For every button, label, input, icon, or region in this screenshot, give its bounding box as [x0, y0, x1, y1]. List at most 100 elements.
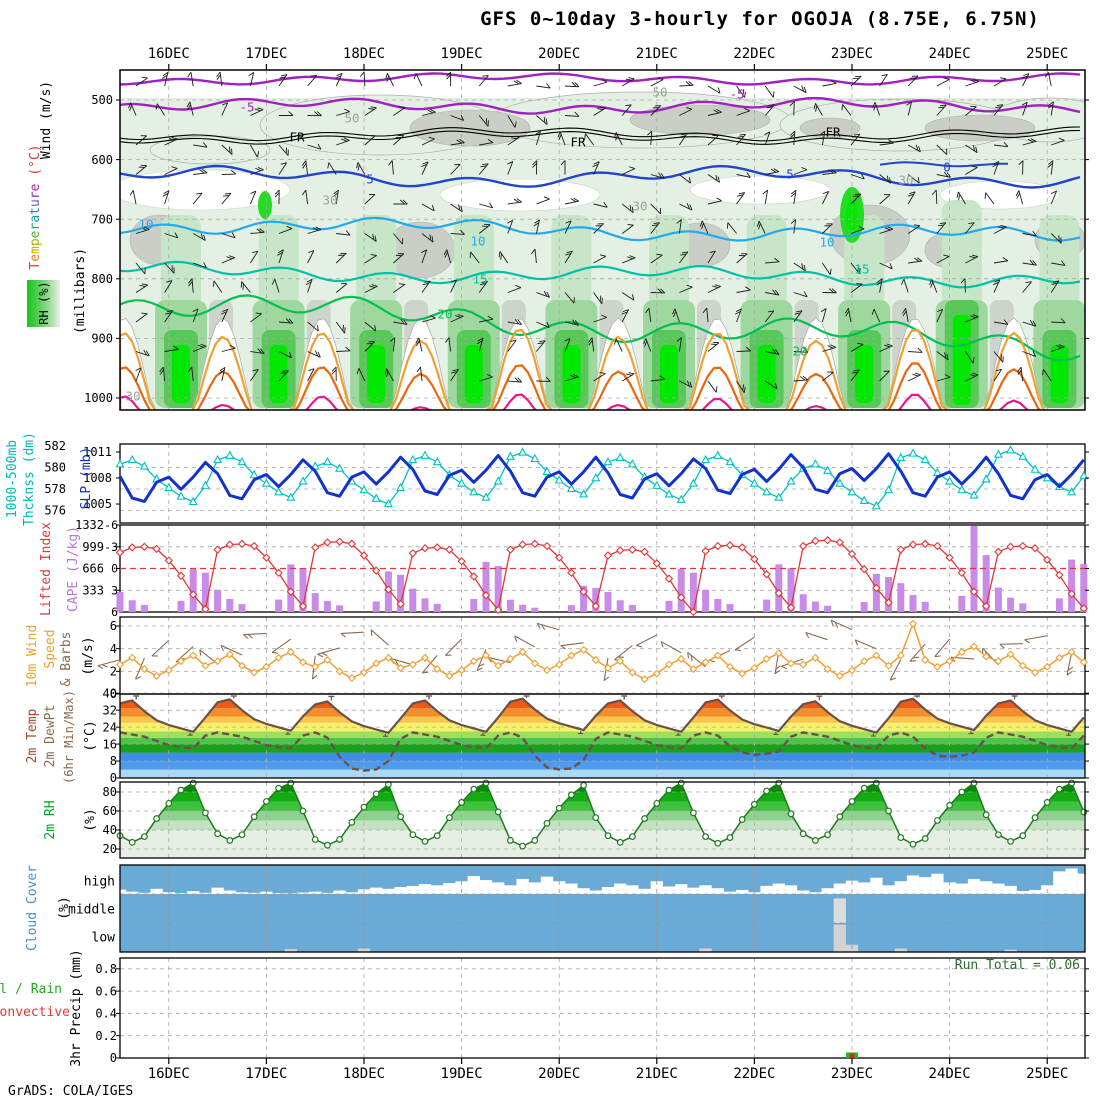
- wind-barb-tick: [887, 226, 894, 230]
- wind-barb: [507, 83, 522, 87]
- wind-barb-tick: [658, 172, 662, 178]
- wind-barb-tick: [444, 252, 448, 258]
- wind-barb-tick: [570, 374, 576, 379]
- cloud-high-bar: [1028, 889, 1042, 894]
- cloud-high-bar: [601, 887, 615, 894]
- cloud-high-bar: [845, 880, 859, 894]
- wind-barb-tick: [259, 228, 265, 233]
- li-marker: [262, 553, 271, 562]
- cloud-high-bar: [711, 888, 724, 894]
- wind-barb-tick: [657, 77, 664, 80]
- lifted-index-line: [119, 539, 1085, 614]
- wind-barb-tick: [162, 74, 168, 79]
- wind-barb: [993, 161, 1000, 175]
- rh-marker: [336, 836, 344, 843]
- cape-bar: [397, 574, 405, 612]
- cape-bar: [994, 587, 1002, 612]
- wind-barb: [564, 376, 579, 382]
- cloud-high-bar: [345, 892, 358, 894]
- li-marker: [335, 537, 344, 546]
- wind-barb-tick: [659, 375, 665, 380]
- wind-barb-tick: [256, 228, 262, 233]
- tick-label: 900: [91, 332, 113, 346]
- wind-barb-tick: [831, 288, 837, 294]
- wind-barb-tick: [254, 108, 261, 112]
- axis-label-2m-temp: 2m Temp: [25, 708, 40, 764]
- tick-label: 0: [111, 562, 118, 576]
- wind-barb: [564, 292, 575, 304]
- wind-barb: [307, 368, 315, 382]
- li-marker: [591, 602, 600, 611]
- wind-barb: [307, 144, 322, 150]
- wind-barb: [450, 142, 465, 146]
- cape-bar: [1019, 603, 1027, 612]
- temp-band: [120, 769, 1085, 778]
- wind-barb-tick: [937, 308, 943, 313]
- wind-barb-tick: [384, 368, 388, 375]
- rh-marker: [665, 786, 673, 794]
- li-marker: [1079, 604, 1088, 613]
- wind-barb: [479, 376, 493, 382]
- wind-barb-tick: [937, 224, 945, 227]
- wind-barb: [364, 233, 377, 242]
- wind-barb-tick: [643, 338, 647, 345]
- wind-barb-tick: [852, 135, 859, 138]
- rh-marker: [201, 809, 209, 817]
- wind-barb-tick: [629, 255, 636, 259]
- li-marker: [811, 536, 820, 546]
- rh-marker: [653, 799, 661, 807]
- wind-barb: [593, 161, 600, 175]
- wind-speed-marker: [726, 662, 734, 671]
- cape-bar: [470, 598, 478, 612]
- thickness-marker: [884, 484, 894, 494]
- wind-barb-tick: [546, 291, 550, 298]
- cape-bar: [140, 604, 148, 612]
- wind-barb-tick: [230, 169, 237, 175]
- wind-barb-tick: [681, 251, 688, 254]
- wind-barb-tick: [854, 639, 859, 646]
- wind-speed-marker: [762, 654, 771, 663]
- wind-barb-tick: [560, 160, 566, 166]
- rh-marker: [1019, 832, 1027, 840]
- wind-barb-tick: [192, 308, 199, 313]
- cape-bar: [909, 595, 917, 612]
- tick-label: 0: [110, 771, 117, 785]
- wind-barb: [249, 190, 257, 205]
- wind-barb: [965, 316, 979, 323]
- wind-barb: [192, 233, 206, 241]
- wind-barb: [764, 131, 771, 146]
- wind-speed-marker: [1006, 650, 1015, 659]
- wind-barb: [679, 133, 688, 146]
- wind-barb: [764, 190, 769, 205]
- wind-barb: [250, 109, 264, 116]
- thickness-marker: [993, 449, 1003, 458]
- li-marker: [274, 568, 283, 578]
- contour-line: [120, 126, 1081, 142]
- wind-barb-tick: [992, 281, 999, 286]
- chart-shape: [660, 345, 678, 403]
- wind-barb: [507, 136, 520, 146]
- wind-barb-tick: [500, 253, 502, 260]
- wind-barb-tick: [141, 283, 148, 286]
- wind-speed-marker: [884, 661, 893, 670]
- li-marker: [445, 545, 454, 554]
- wind-barb-tick: [971, 165, 978, 168]
- wind-barb: [907, 144, 921, 153]
- tick-label: 600: [91, 153, 113, 167]
- cloud-high-bar: [309, 891, 322, 894]
- wind-barb: [879, 370, 890, 382]
- wind-barb: [278, 74, 288, 87]
- wind-barb-tick: [199, 169, 205, 174]
- wind-speed-marker: [823, 665, 832, 674]
- wind-barb-tick: [827, 345, 834, 349]
- wind-barb-tick: [599, 371, 606, 374]
- wind-barb-tick: [478, 663, 485, 667]
- wind-barb: [879, 194, 891, 205]
- tick-label: 8: [110, 754, 117, 768]
- wind-barb-tick: [1058, 137, 1065, 141]
- wind-barb-tick: [969, 255, 976, 259]
- tick-label: 16: [103, 737, 117, 751]
- chart-shape: [1050, 345, 1069, 403]
- wind-barb-tick: [560, 645, 567, 650]
- wind-barb-tick: [597, 108, 604, 111]
